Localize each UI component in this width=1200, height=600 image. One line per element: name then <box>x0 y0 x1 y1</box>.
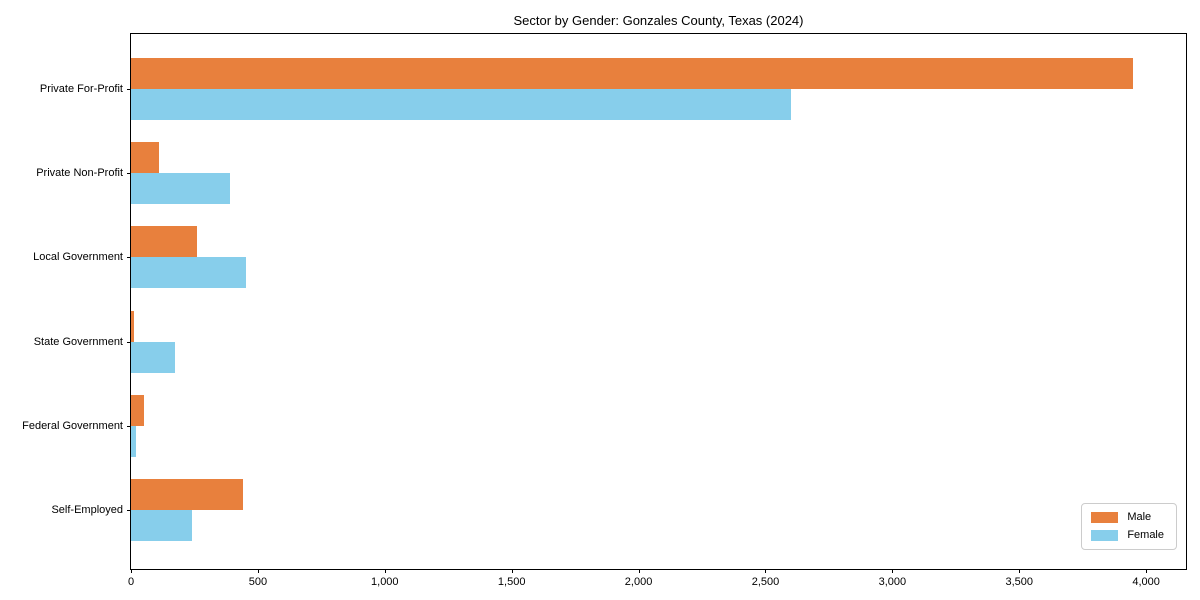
x-tick-label-500: 500 <box>248 576 268 588</box>
female-legend-swatch-icon <box>1091 530 1119 541</box>
y-tick-mark <box>127 341 131 343</box>
y-tick-mark <box>127 89 131 90</box>
x-tick-mark <box>638 569 640 573</box>
x-tick-label-1000: 1,000 <box>371 576 399 588</box>
x-tick-mark <box>765 569 767 573</box>
legend-item-male: Male <box>1091 511 1164 524</box>
chart-title: Sector by Gender: Gonzales County, Texas… <box>513 13 804 28</box>
x-tick-label-4000: 4,000 <box>1132 576 1160 588</box>
bar-male-private-for-profit <box>131 58 1134 89</box>
y-tick-label-private-for-profit: Private For-Profit <box>39 83 123 95</box>
y-tick-label-private-non-profit: Private Non-Profit <box>36 167 123 180</box>
bar-female-private-for-profit <box>131 89 791 120</box>
x-tick-mark <box>131 569 132 573</box>
legend: Male Female <box>1081 503 1177 550</box>
plot-area: Male Female Private For-Profit Private No… <box>22 33 1187 588</box>
x-tick-label-2500: 2,500 <box>751 576 780 588</box>
legend-label-male: Male <box>1127 511 1152 523</box>
y-tick-label-self-employed: Self-Employed <box>51 504 123 516</box>
y-tick-mark <box>127 425 131 427</box>
x-tick-mark <box>1146 569 1148 573</box>
bar-male-state-government <box>131 310 134 342</box>
x-tick-mark <box>384 569 386 573</box>
legend-item-female: Female <box>1091 529 1164 542</box>
legend-label-female: Female <box>1127 529 1164 541</box>
x-tick-label-3000: 3,000 <box>878 576 907 588</box>
y-tick-mark <box>127 510 131 511</box>
y-tick-label-local-government: Local Government <box>33 251 123 264</box>
y-tick-mark <box>127 173 131 175</box>
bar-male-self-employed <box>131 479 243 510</box>
bar-female-local-government <box>131 257 247 289</box>
x-tick-label-2000: 2,000 <box>624 576 653 588</box>
bar-female-private-non-profit <box>131 173 230 205</box>
bar-male-federal-government <box>131 394 144 426</box>
bar-female-state-government <box>131 341 176 373</box>
y-tick-label-federal-government: Federal Government <box>22 419 123 432</box>
y-tick-mark <box>127 257 131 259</box>
bar-male-local-government <box>131 226 197 258</box>
bar-male-private-non-profit <box>131 142 159 174</box>
x-tick-mark <box>1019 569 1021 573</box>
bar-female-self-employed <box>131 510 192 541</box>
y-tick-label-state-government: State Government <box>33 335 123 348</box>
x-tick-label-3500: 3,500 <box>1005 576 1034 588</box>
x-tick-mark <box>257 569 259 573</box>
bar-female-federal-government <box>131 425 137 457</box>
x-tick-label-0: 0 <box>127 576 135 588</box>
x-tick-mark <box>511 569 513 573</box>
x-tick-label-1500: 1,500 <box>497 576 526 588</box>
male-legend-swatch-icon <box>1091 512 1119 523</box>
x-tick-mark <box>892 569 894 573</box>
